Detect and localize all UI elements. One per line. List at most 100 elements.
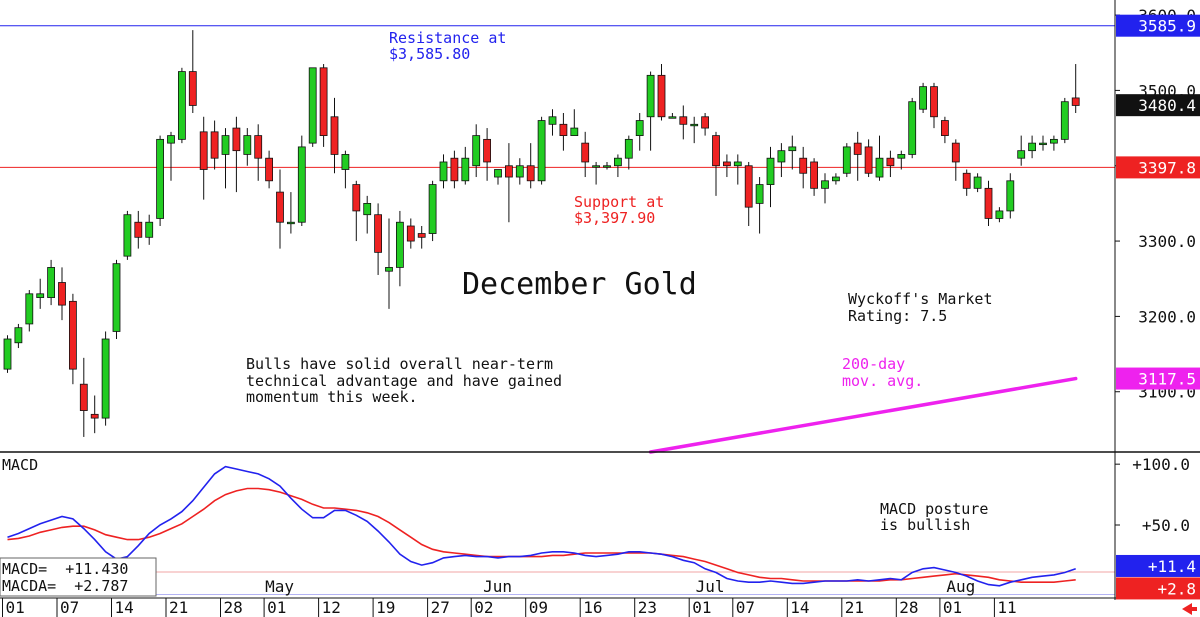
x-tick-label: 28 bbox=[224, 598, 243, 617]
price-tag-1-box bbox=[1116, 94, 1200, 117]
back-arrow-icon[interactable] bbox=[1182, 603, 1197, 615]
candle bbox=[832, 173, 840, 185]
candle-body bbox=[265, 157, 274, 182]
macd-note-line1: MACD posture bbox=[880, 500, 988, 518]
candle-body bbox=[450, 157, 459, 182]
x-tick-label: 11 bbox=[997, 598, 1016, 617]
candle bbox=[188, 30, 197, 113]
candle bbox=[886, 150, 895, 178]
candle-body bbox=[112, 263, 121, 332]
candle-body bbox=[363, 202, 372, 216]
candle bbox=[58, 267, 66, 321]
candle-body bbox=[134, 221, 143, 238]
candle-body bbox=[1039, 142, 1047, 146]
candle-body bbox=[537, 120, 546, 182]
candle bbox=[36, 278, 45, 309]
candle-body bbox=[1050, 138, 1058, 144]
candle bbox=[145, 214, 154, 245]
candle bbox=[167, 131, 175, 181]
x-tick-label: 14 bbox=[790, 598, 809, 617]
x-tick-label: 07 bbox=[736, 598, 755, 617]
candle-body bbox=[1060, 101, 1069, 140]
comment-line2: technical advantage and have gained bbox=[246, 372, 562, 390]
candle-body bbox=[374, 214, 383, 253]
candle bbox=[1039, 135, 1047, 151]
candle bbox=[701, 113, 709, 136]
x-month-label: Jul bbox=[696, 577, 725, 596]
candle bbox=[810, 158, 818, 196]
candle bbox=[177, 67, 186, 144]
candle-body bbox=[810, 161, 818, 189]
candle-body bbox=[581, 142, 590, 163]
x-tick-label: 12 bbox=[322, 598, 341, 617]
x-tick-label: 01 bbox=[267, 598, 286, 617]
x-tick-label: 01 bbox=[692, 598, 711, 617]
candle bbox=[679, 105, 688, 140]
candle bbox=[494, 169, 502, 185]
x-tick-label: 01 bbox=[6, 598, 25, 617]
candle-body bbox=[25, 293, 34, 325]
candle-body bbox=[1028, 142, 1036, 152]
candle-body bbox=[504, 165, 513, 178]
candle bbox=[1050, 135, 1058, 151]
macd-readout-box bbox=[0, 557, 157, 597]
candle-body bbox=[559, 123, 568, 137]
candle bbox=[254, 124, 263, 181]
candle-body bbox=[712, 135, 720, 167]
comment-line1: Bulls have solid overall near-term bbox=[246, 355, 553, 373]
candle-body bbox=[406, 225, 415, 242]
candle bbox=[112, 259, 121, 339]
candle-body bbox=[635, 120, 644, 136]
x-tick-label: 19 bbox=[376, 598, 395, 617]
macda-readout: MACDA= +2.787 bbox=[2, 577, 128, 595]
y-tick-label: 3300.0 bbox=[1138, 232, 1196, 251]
candle bbox=[559, 113, 568, 151]
candle bbox=[995, 207, 1004, 223]
candle-body bbox=[624, 138, 633, 159]
candle-body bbox=[156, 138, 165, 219]
candle bbox=[3, 335, 12, 373]
candle-body bbox=[385, 267, 393, 272]
candle-body bbox=[668, 116, 677, 119]
x-tick-label: 14 bbox=[115, 598, 134, 617]
candle bbox=[581, 131, 590, 178]
candle-body bbox=[297, 146, 306, 223]
price-tag-2-box bbox=[1116, 156, 1200, 179]
candle-body bbox=[1071, 97, 1080, 106]
ma200-line bbox=[648, 376, 1078, 454]
x-month-label: Aug bbox=[946, 577, 975, 596]
candle-body bbox=[254, 135, 263, 159]
candle bbox=[47, 259, 55, 306]
candle bbox=[297, 135, 306, 226]
x-tick-label: 09 bbox=[529, 598, 548, 617]
candle-body bbox=[232, 127, 241, 152]
candle bbox=[668, 113, 677, 119]
rating-line1: Wyckoff's Market bbox=[848, 290, 993, 308]
candle bbox=[450, 150, 459, 189]
candle-body bbox=[701, 116, 709, 129]
candle-body bbox=[951, 142, 960, 163]
price-tag-3-label: 3117.5 bbox=[1138, 370, 1196, 389]
candle-body bbox=[930, 86, 938, 118]
candle bbox=[930, 82, 938, 129]
candle bbox=[439, 154, 448, 189]
macd-panel-title: MACD bbox=[2, 456, 38, 474]
candle-body bbox=[341, 154, 350, 170]
candle-body bbox=[908, 101, 917, 155]
candle bbox=[308, 67, 317, 147]
candle bbox=[1017, 135, 1026, 166]
candle bbox=[472, 124, 481, 178]
macd-series-macd bbox=[7, 465, 1076, 587]
macd-readout: MACD= +11.430 bbox=[2, 560, 128, 578]
candle bbox=[875, 135, 884, 181]
candle bbox=[592, 161, 600, 185]
candle bbox=[723, 154, 731, 178]
candle bbox=[156, 135, 165, 226]
candle bbox=[461, 146, 470, 185]
candle bbox=[842, 143, 851, 178]
candle-body bbox=[243, 135, 252, 155]
candle-body bbox=[853, 142, 862, 155]
candle-body bbox=[69, 300, 77, 370]
price-tag-0-box bbox=[1116, 14, 1200, 37]
candle bbox=[395, 210, 404, 287]
